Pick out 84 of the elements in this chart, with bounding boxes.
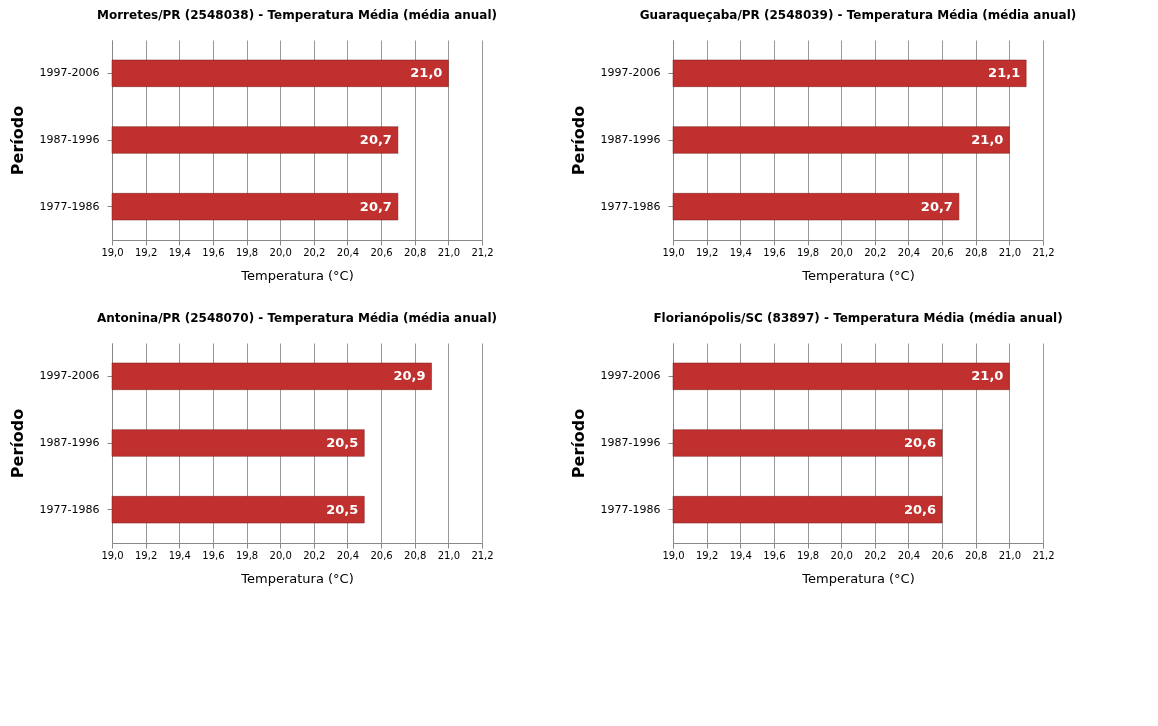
data-label: 20,6 — [904, 501, 937, 517]
x-tick-label: 19,4 — [168, 549, 191, 561]
x-tick-label: 20,2 — [303, 549, 326, 561]
x-tick-label: 20,8 — [965, 549, 988, 561]
y-tick-label: 1987-1996 — [39, 133, 100, 146]
x-axis-title: Temperatura (°C) — [801, 570, 915, 586]
x-tick-label: 19,2 — [135, 246, 158, 258]
x-tick-label: 19,6 — [763, 549, 786, 561]
x-tick-label: 20,4 — [897, 246, 921, 258]
data-label: 21,0 — [410, 65, 443, 81]
data-label: 20,6 — [904, 435, 937, 450]
y-tick-label: 1997-2006 — [39, 369, 100, 383]
x-tick-label: 19,6 — [202, 549, 225, 561]
x-tick-label: 19,0 — [101, 549, 124, 561]
x-tick-label: 20,0 — [830, 246, 853, 258]
x-tick-label: 19,0 — [662, 549, 685, 561]
x-tick-label: 20,8 — [404, 246, 427, 258]
x-tick-label: 19,6 — [763, 246, 786, 258]
x-tick-label: 19,8 — [796, 549, 820, 561]
data-label: 20,7 — [359, 132, 392, 147]
chart-title: Antonina/PR (2548070) - Temperatura Média (média anual) — [97, 311, 497, 325]
y-tick-label: 1977-1986 — [600, 199, 661, 213]
y-axis-title: Período — [568, 408, 588, 479]
x-tick-label: 20,4 — [336, 246, 360, 258]
y-tick-label: 1977-1986 — [39, 502, 100, 516]
data-label: 20,5 — [326, 435, 359, 450]
x-tick-label: 20,2 — [303, 246, 326, 258]
x-tick-label: 21,0 — [998, 549, 1021, 561]
data-label: 21,1 — [988, 65, 1021, 81]
x-tick-label: 20,6 — [931, 246, 954, 258]
x-tick-label: 21,2 — [471, 246, 494, 258]
x-tick-label: 20,4 — [336, 549, 360, 561]
x-tick-label: 21,2 — [471, 549, 494, 561]
x-tick-label: 21,2 — [1032, 549, 1055, 561]
x-tick-label: 20,8 — [404, 549, 427, 561]
x-tick-label: 19,4 — [729, 246, 752, 258]
chart-title: Florianópolis/SC (83897) - Temperatura Média (média anual) — [653, 311, 1063, 325]
data-label: 20,5 — [326, 501, 359, 517]
chart-title: Morretes/PR (2548038) - Temperatura Média (média anual) — [96, 8, 498, 22]
x-tick-label: 20,6 — [370, 246, 393, 258]
x-tick-label: 19,4 — [729, 549, 752, 561]
x-tick-label: 20,6 — [370, 549, 393, 561]
x-tick-label: 19,8 — [796, 246, 820, 258]
x-tick-label: 20,0 — [830, 549, 853, 561]
x-axis-title: Temperatura (°C) — [801, 267, 915, 283]
x-tick-label: 19,8 — [235, 246, 259, 258]
x-axis-title: Temperatura (°C) — [240, 267, 354, 283]
y-axis-title: Período — [7, 105, 27, 176]
x-tick-label: 20,4 — [897, 549, 921, 561]
y-axis-title: Período — [568, 105, 588, 176]
y-tick-label: 1997-2006 — [600, 369, 661, 383]
y-axis-title: Período — [7, 408, 27, 479]
y-tick-label: 1987-1996 — [39, 436, 100, 449]
data-label: 20,7 — [920, 198, 953, 214]
x-tick-label: 20,6 — [931, 549, 954, 561]
chart-title: Guaraqueçaba/PR (2548039) - Temperatura Média (média anual) — [639, 8, 1077, 22]
x-tick-label: 19,6 — [202, 246, 225, 258]
y-tick-label: 1997-2006 — [600, 66, 661, 80]
x-tick-label: 19,8 — [235, 549, 259, 561]
y-tick-label: 1977-1986 — [600, 502, 661, 516]
x-tick-label: 21,0 — [437, 549, 460, 561]
y-tick-label: 1977-1986 — [39, 199, 100, 213]
data-label: 21,0 — [971, 368, 1004, 384]
y-tick-label: 1997-2006 — [39, 66, 100, 80]
x-tick-label: 20,0 — [269, 246, 292, 258]
x-tick-label: 20,8 — [965, 246, 988, 258]
x-tick-label: 20,2 — [864, 246, 887, 258]
x-tick-label: 19,2 — [696, 549, 719, 561]
x-tick-label: 21,0 — [998, 246, 1021, 258]
y-tick-label: 1987-1996 — [600, 436, 661, 449]
x-tick-label: 20,0 — [269, 549, 292, 561]
x-tick-label: 19,4 — [168, 246, 191, 258]
x-tick-label: 20,2 — [864, 549, 887, 561]
x-tick-label: 19,0 — [662, 246, 685, 258]
y-tick-label: 1987-1996 — [600, 133, 661, 146]
x-tick-label: 19,0 — [101, 246, 124, 258]
data-label: 20,9 — [393, 368, 426, 384]
x-tick-label: 19,2 — [135, 549, 158, 561]
data-label: 21,0 — [971, 132, 1004, 147]
x-tick-label: 21,2 — [1032, 246, 1055, 258]
x-tick-label: 19,2 — [696, 246, 719, 258]
x-axis-title: Temperatura (°C) — [240, 570, 354, 586]
data-label: 20,7 — [359, 198, 392, 214]
x-tick-label: 21,0 — [437, 246, 460, 258]
